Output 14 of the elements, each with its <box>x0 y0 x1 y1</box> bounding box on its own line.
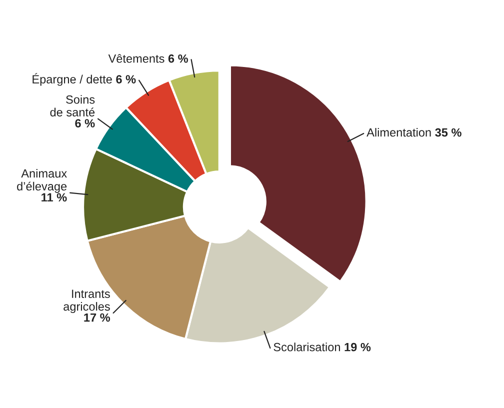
slice-label: Animaux d’élevage <box>17 168 67 193</box>
data-label: 19 % <box>344 342 371 352</box>
slice-label: Intrants agricoles <box>64 290 110 314</box>
slice-label: Scolarisation <box>274 342 340 352</box>
data-label: 11 % <box>42 193 67 202</box>
data-label: 6 % <box>75 119 95 128</box>
data-label: 17 % <box>84 313 110 322</box>
slice-label: Vêtements <box>108 54 164 63</box>
slice-label: Alimentation <box>366 128 431 137</box>
slice-label: Épargne / dette <box>32 73 112 86</box>
slice-label: Soins de santé <box>50 95 95 116</box>
data-label: 6 % <box>116 75 136 84</box>
data-label: 6 % <box>168 54 188 63</box>
data-label: 35 % <box>435 128 462 137</box>
